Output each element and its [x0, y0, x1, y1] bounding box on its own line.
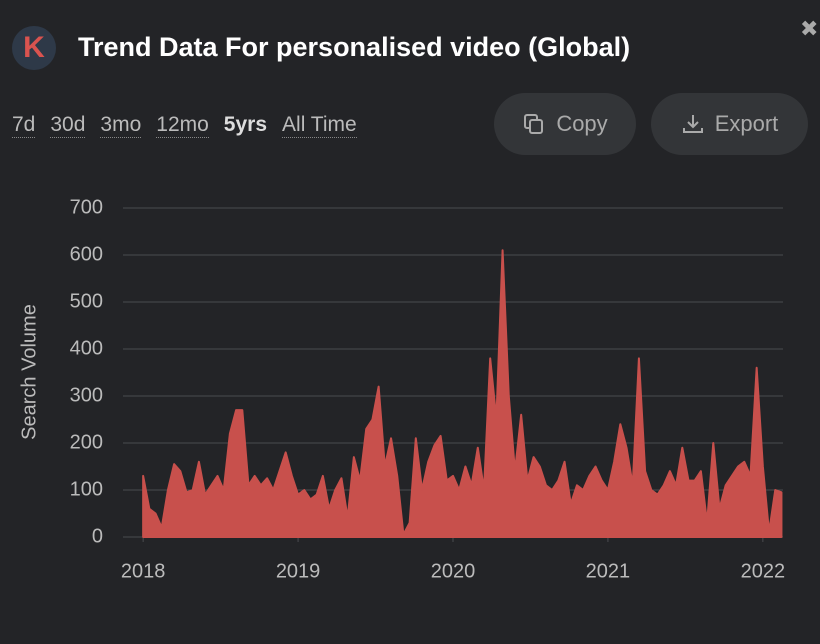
range-option[interactable]: All Time — [282, 113, 357, 138]
x-tick-label: 2021 — [586, 560, 631, 582]
y-tick-label: 100 — [70, 478, 103, 500]
close-button[interactable]: ✖ — [800, 16, 819, 41]
y-tick-label: 300 — [70, 384, 103, 406]
y-tick-label: 500 — [70, 290, 103, 312]
y-tick-label: 0 — [92, 525, 103, 547]
x-tick-label: 2018 — [121, 560, 166, 582]
y-tick-label: 400 — [70, 337, 103, 359]
range-option[interactable]: 12mo — [156, 113, 209, 138]
y-tick-label: 700 — [70, 196, 103, 218]
copy-button[interactable]: Copy — [494, 93, 636, 155]
x-tick-label: 2019 — [276, 560, 321, 582]
button-label: Export — [714, 111, 779, 136]
range-option[interactable]: 30d — [50, 113, 86, 138]
x-tick-label: 2022 — [741, 560, 786, 582]
x-tick-label: 2020 — [431, 560, 476, 582]
area — [142, 249, 783, 538]
range-option[interactable]: 5yrs — [223, 113, 268, 136]
title: Trend Data For personalised video (Globa… — [78, 32, 631, 62]
y-axis-title: Search Volume — [18, 304, 40, 440]
copy-icon — [524, 114, 544, 134]
range-selector: 7d 30d 3mo 12mo 5yrs All Time — [12, 113, 357, 138]
range-option[interactable]: 3mo — [100, 113, 142, 138]
y-tick-label: 600 — [70, 243, 103, 265]
export-icon — [682, 115, 703, 133]
button-label: Copy — [556, 111, 608, 136]
y-tick-label: 200 — [70, 431, 103, 453]
logo: K — [12, 26, 56, 70]
chart: Search Volume 0 100 200 300 400 500 600 700 2018… — [18, 196, 786, 582]
range-option[interactable]: 7d — [12, 113, 36, 138]
export-button[interactable]: Export — [651, 93, 808, 155]
